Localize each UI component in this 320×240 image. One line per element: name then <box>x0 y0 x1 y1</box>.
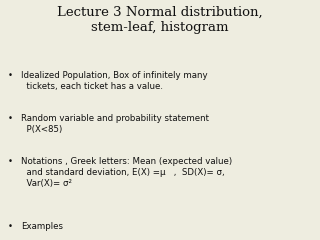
Text: Examples: Examples <box>21 222 63 231</box>
Text: Notations , Greek letters: Mean (expected value)
  and standard deviation, E(X) : Notations , Greek letters: Mean (expecte… <box>21 157 232 188</box>
Text: •: • <box>8 222 13 231</box>
Text: Idealized Population, Box of infinitely many
  tickets, each ticket has a value.: Idealized Population, Box of infinitely … <box>21 71 207 90</box>
Text: •: • <box>8 71 13 80</box>
Text: •: • <box>8 114 13 123</box>
Text: Random variable and probability statement
  P(X<85): Random variable and probability statemen… <box>21 114 209 134</box>
Text: Lecture 3 Normal distribution,
stem-leaf, histogram: Lecture 3 Normal distribution, stem-leaf… <box>57 6 263 35</box>
Text: •: • <box>8 157 13 166</box>
